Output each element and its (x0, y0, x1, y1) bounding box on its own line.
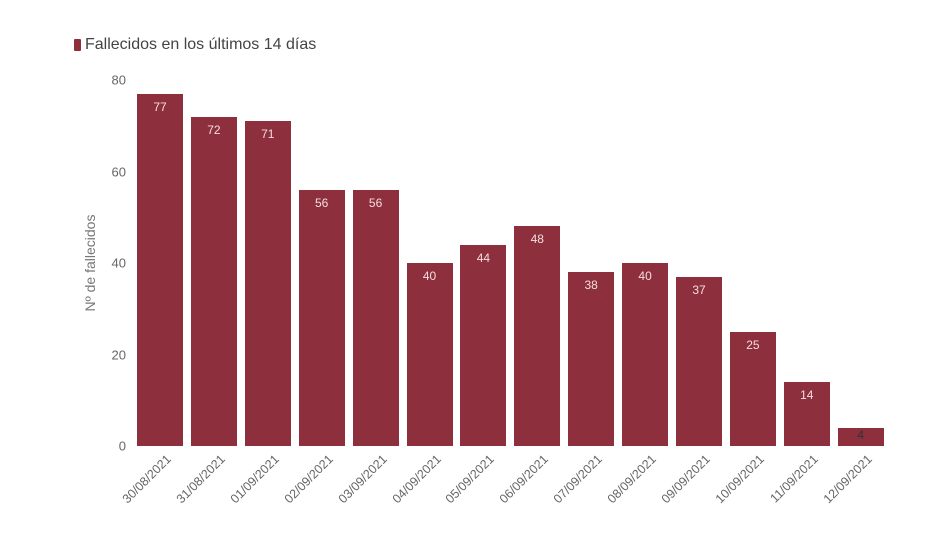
legend: Fallecidos en los últimos 14 días (74, 36, 316, 54)
bar: 71 (244, 121, 291, 446)
bar-value-label: 25 (746, 337, 760, 352)
bar-value-label: 38 (584, 278, 598, 293)
bar: 77 (137, 93, 183, 446)
bar: 4 (837, 427, 884, 446)
legend-swatch (74, 39, 81, 51)
bar: 40 (622, 263, 669, 446)
bar: 48 (514, 226, 561, 446)
y-tick-label: 0 (118, 438, 126, 454)
bar: 37 (676, 276, 722, 446)
bar-value-label: 4 (857, 427, 865, 442)
bar-value-label: 40 (638, 269, 652, 283)
bar-value-label: 14 (800, 387, 814, 402)
bar-value-label: 37 (692, 282, 706, 297)
bar: 56 (352, 189, 399, 446)
y-axis-title: Nº de fallecidos (82, 214, 98, 312)
bar-value-label: 71 (261, 127, 275, 142)
bar: 14 (783, 381, 830, 446)
y-tick-label: 40 (111, 255, 126, 271)
bar: 38 (568, 272, 615, 446)
plot-area: 77 72 71 56 56 40 44 48 38 40 37 25 14 4 (134, 80, 894, 446)
bar-value-label: 77 (153, 99, 167, 114)
bar-value-label: 40 (422, 269, 437, 283)
bar: 72 (190, 116, 237, 446)
bar-value-label: 56 (368, 195, 383, 210)
y-tick-label: 20 (111, 347, 126, 362)
bar-value-label: 44 (476, 250, 491, 265)
bar-value-label: 72 (207, 122, 221, 137)
bar-value-label: 48 (530, 232, 544, 247)
y-tick-label: 80 (111, 72, 126, 88)
legend-label: Fallecidos en los últimos 14 días (85, 36, 317, 53)
bar: 44 (460, 244, 507, 446)
bar-value-label: 56 (315, 195, 329, 210)
bar: 25 (729, 331, 776, 446)
bar: 40 (406, 263, 453, 446)
bar: 56 (298, 189, 345, 446)
y-tick-label: 60 (111, 164, 126, 179)
